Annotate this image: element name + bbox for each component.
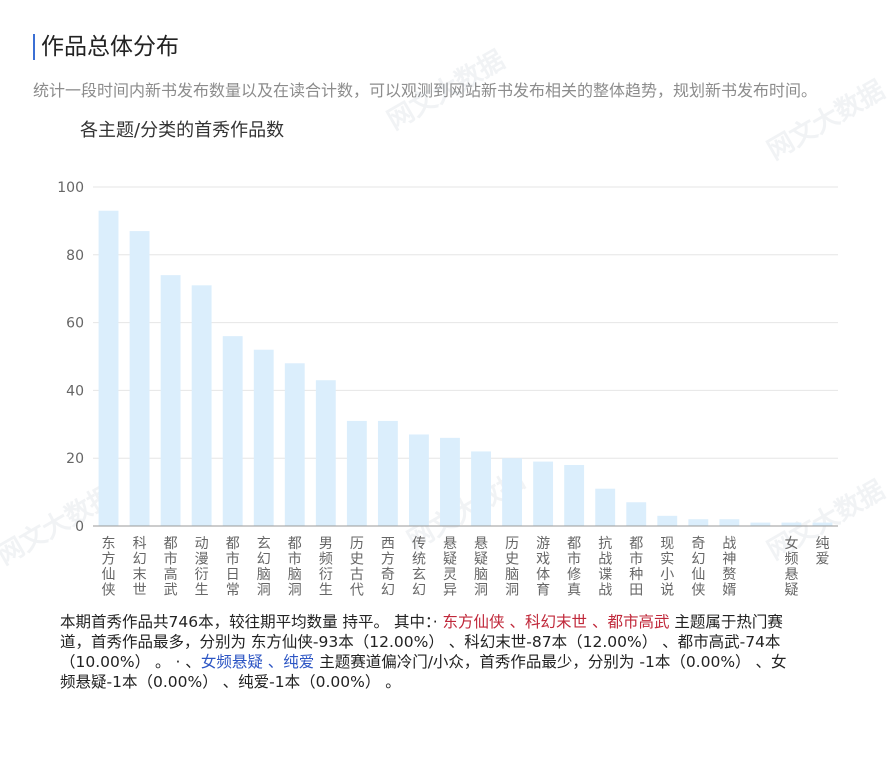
separator: 、: [587, 613, 608, 631]
hot-description: 主题属于热门赛道，首秀作品最多，分别为 东方仙侠-93本（12.00%） 、科幻…: [60, 613, 783, 671]
bar: [750, 522, 771, 526]
chart-title: 各主题/分类的首秀作品数: [80, 120, 285, 141]
summary-intro: 本期首秀作品共746本，较往期平均数量 持平。 其中：·: [60, 613, 443, 631]
y-tick-label: 60: [66, 316, 84, 332]
bar: [812, 522, 833, 526]
bar: [222, 336, 243, 526]
x-tick-label: 抗战谍战: [598, 536, 612, 599]
bar: [564, 464, 585, 526]
x-tick-label: 男频衍生: [319, 536, 333, 599]
x-tick-label: 战神赘婿: [722, 536, 736, 599]
bar: [346, 420, 367, 526]
bar: [595, 488, 616, 526]
x-tick-label: 女频悬疑: [784, 535, 798, 599]
bar: [688, 519, 709, 526]
x-tick-label: 都市日常: [226, 536, 240, 599]
cold-topic-2: 纯爱: [283, 653, 315, 671]
x-tick-label: 都市修真: [567, 536, 581, 599]
bar-chart: 0 20 40 60 80 100 东方仙侠 科幻末世 都市高武 动漫衍生 都市日常 玄幻脑洞 都市脑洞…: [57, 180, 838, 599]
bar: [471, 451, 491, 526]
separator: 、: [262, 653, 284, 671]
x-tick-label: 历史古代: [350, 536, 364, 599]
x-tick-label: 悬疑脑洞: [474, 536, 488, 599]
x-tick-label: 东方仙侠: [102, 536, 116, 599]
x-tick-label: 纯爱: [815, 536, 829, 568]
x-tick-label: 都市高武: [164, 536, 178, 599]
bar: [98, 210, 119, 527]
hot-topic-3: 都市高武: [607, 613, 670, 631]
y-tick-label: 0: [75, 519, 84, 535]
cold-description: 主题赛道偏冷门/小众，首秀作品最少，分别为 -1本（0.00%） 、女频悬疑-1…: [60, 653, 787, 691]
x-tick-label: 西方奇幻: [381, 536, 395, 599]
hot-topic-2: 科幻末世: [525, 613, 588, 631]
bar: [191, 285, 212, 526]
bar: [533, 461, 554, 526]
bar: [440, 437, 460, 526]
section-title: 作品总体分布: [33, 34, 179, 60]
cold-topic-1: 女频悬疑: [200, 653, 263, 671]
hot-topic-1: 东方仙侠: [442, 613, 505, 631]
section-subtitle: 统计一段时间内新书发布数量以及在读合计数，可以观测到网站新书发布相关的整体趋势，…: [33, 81, 818, 100]
bar: [253, 349, 274, 526]
x-tick-label: 都市种田: [629, 536, 643, 599]
bar: [657, 515, 678, 526]
x-tick-label: 科幻末世: [133, 536, 147, 599]
x-tick-label: 动漫衍生: [195, 536, 209, 599]
bar: [409, 434, 429, 526]
bar: [626, 502, 647, 526]
x-tick-label: 玄幻脑洞: [257, 535, 271, 599]
bar: [315, 380, 336, 526]
bar: [377, 420, 398, 526]
x-tick-label: 游戏体育: [536, 536, 550, 599]
x-tick-label: 现实小说: [660, 536, 674, 599]
bar: [284, 363, 305, 526]
bar: [781, 522, 802, 526]
y-tick-label: 40: [66, 383, 84, 399]
bar: [502, 458, 522, 526]
y-tick-label: 100: [57, 180, 84, 196]
bar: [129, 231, 150, 526]
bar: [160, 275, 181, 526]
x-tick-label: 悬疑灵异: [443, 536, 457, 599]
bar: [719, 519, 740, 526]
y-tick-label: 20: [66, 451, 84, 467]
y-tick-label: 80: [66, 248, 84, 264]
separator: 、: [504, 613, 525, 631]
x-tick-label: 历史脑洞: [505, 536, 519, 599]
x-tick-label: 奇幻仙侠: [691, 535, 705, 599]
x-tick-label: 都市脑洞: [288, 536, 302, 599]
x-tick-label: 传统玄幻: [412, 536, 426, 599]
summary-text: 本期首秀作品共746本，较往期平均数量 持平。 其中：· 东方仙侠 、科幻末世 …: [60, 612, 800, 692]
